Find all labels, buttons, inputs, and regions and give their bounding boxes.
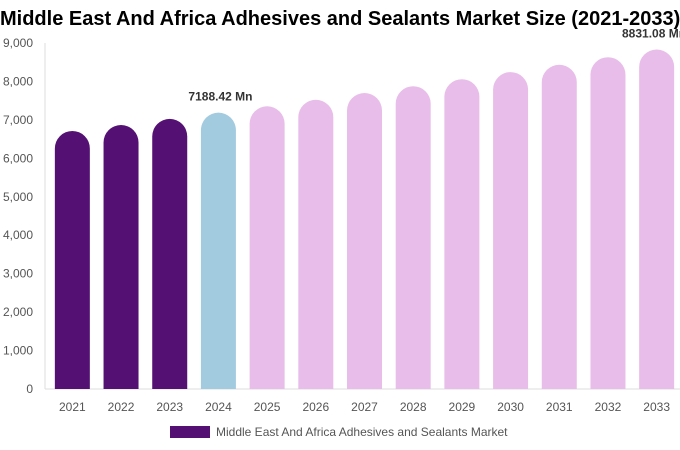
y-tick-label: 8,000: [3, 74, 33, 88]
data-label: 8831.08 Mn: [622, 26, 680, 40]
x-tick-label: 2021: [59, 400, 86, 414]
x-tick-label: 2027: [351, 400, 378, 414]
legend-swatch: [170, 426, 210, 438]
y-tick-label: 3,000: [3, 267, 33, 281]
bar-2033: [639, 49, 675, 389]
x-tick-label: 2028: [400, 400, 427, 414]
y-tick-label: 1,000: [3, 344, 33, 358]
y-tick-label: 9,000: [3, 36, 33, 50]
y-tick-label: 4,000: [3, 228, 33, 242]
x-tick-label: 2026: [302, 400, 329, 414]
legend-label: Middle East And Africa Adhesives and Sea…: [216, 425, 508, 439]
bar-2025: [249, 106, 285, 389]
y-tick-label: 5,000: [3, 190, 33, 204]
bar-2031: [541, 64, 577, 389]
bar-2032: [590, 57, 626, 390]
x-tick-label: 2024: [205, 400, 232, 414]
x-tick-label: 2023: [156, 400, 183, 414]
x-tick-label: 2031: [546, 400, 573, 414]
x-tick-label: 2033: [643, 400, 670, 414]
x-tick-label: 2030: [497, 400, 524, 414]
bar-2029: [444, 79, 480, 390]
y-tick-label: 7,000: [3, 113, 33, 127]
x-tick-label: 2032: [595, 400, 622, 414]
bar-2027: [347, 93, 382, 390]
legend: Middle East And Africa Adhesives and Sea…: [170, 425, 508, 439]
x-tick-label: 2029: [449, 400, 476, 414]
bar-2024: [200, 112, 236, 389]
chart-title: Middle East And Africa Adhesives and Sea…: [0, 8, 680, 30]
y-tick-label: 2,000: [3, 305, 33, 319]
bar-2028: [395, 86, 431, 390]
x-tick-label: 2025: [254, 400, 281, 414]
bar-2023: [152, 118, 188, 389]
bar-2030: [493, 72, 529, 390]
bar-2022: [103, 125, 139, 390]
bar-2021: [54, 130, 90, 390]
y-tick-label: 6,000: [3, 151, 33, 165]
bar-2026: [298, 99, 334, 389]
y-tick-label: 0: [26, 382, 33, 396]
data-label: 7188.42 Mn: [188, 90, 252, 104]
x-tick-label: 2022: [108, 400, 135, 414]
